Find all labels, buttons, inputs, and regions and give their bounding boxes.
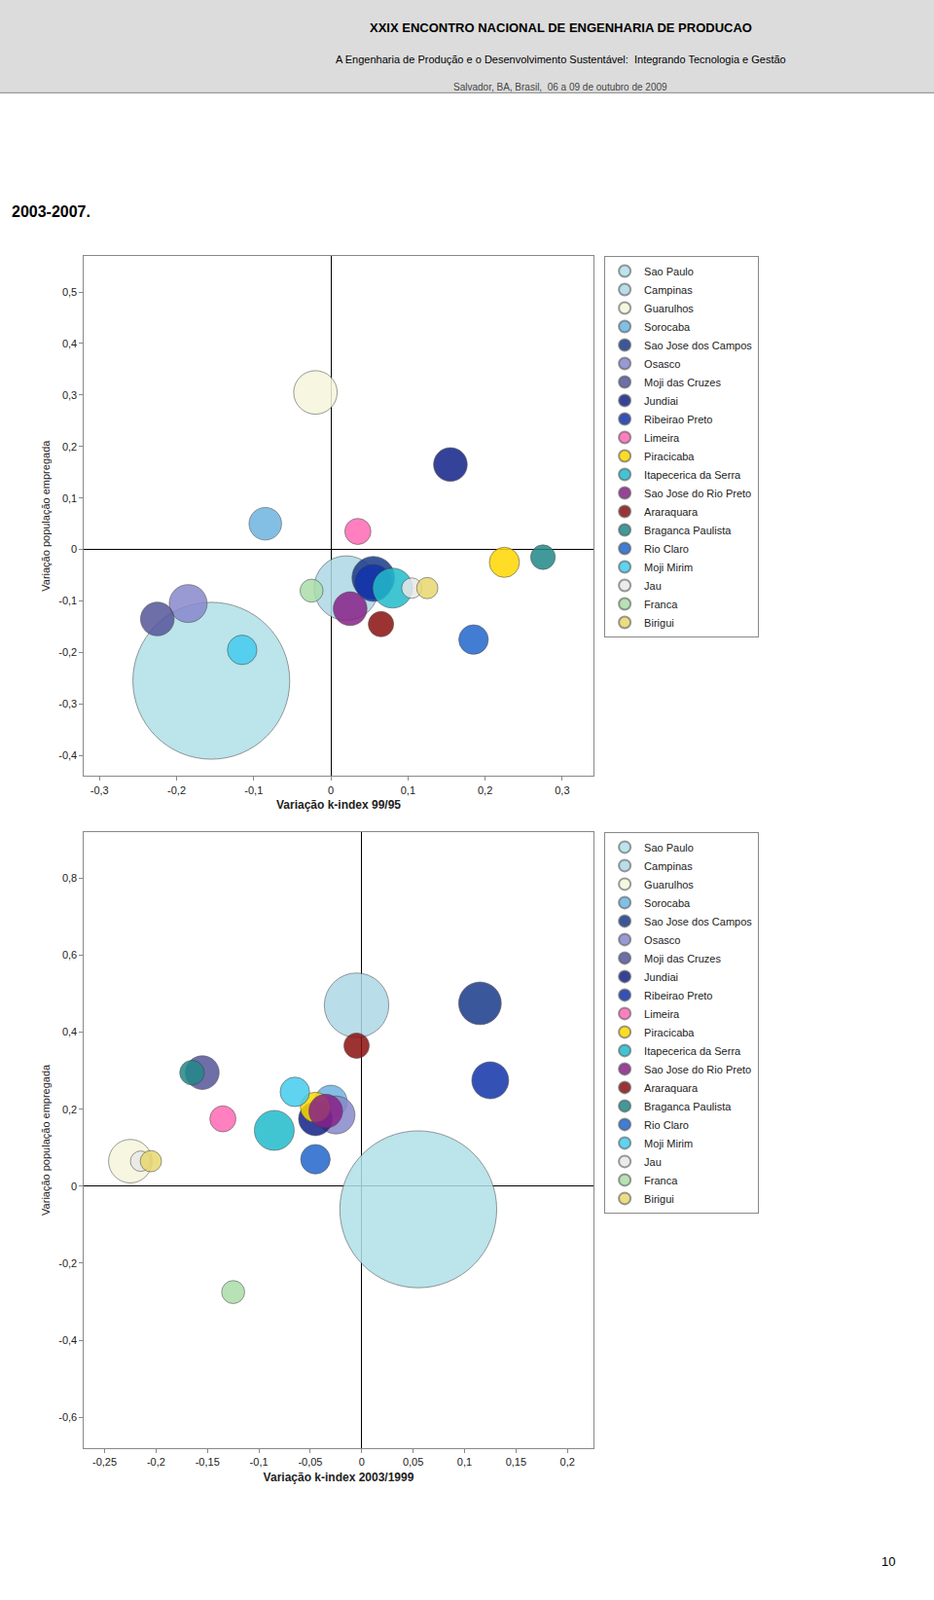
svg-text:0,4: 0,4 — [62, 337, 77, 350]
svg-text:-0,2: -0,2 — [58, 1257, 77, 1269]
svg-text:Birigui: Birigui — [644, 1192, 675, 1205]
svg-text:-0,2: -0,2 — [167, 784, 186, 796]
svg-text:0,1: 0,1 — [62, 492, 77, 504]
svg-text:Franca: Franca — [644, 1174, 679, 1186]
svg-text:Variação população empregada: Variação população empregada — [39, 1063, 52, 1216]
svg-text:0,5: 0,5 — [62, 286, 77, 298]
svg-text:-0,05: -0,05 — [297, 1455, 323, 1468]
svg-text:0,4: 0,4 — [62, 1025, 77, 1038]
svg-text:Ribeirao Preto: Ribeirao Preto — [644, 989, 713, 1002]
svg-text:0,3: 0,3 — [62, 389, 77, 401]
svg-text:Jundiai: Jundiai — [644, 395, 679, 407]
svg-text:Franca: Franca — [644, 598, 679, 611]
svg-text:0,8: 0,8 — [62, 871, 77, 884]
svg-text:Sao Jose do Rio Preto: Sao Jose do Rio Preto — [644, 487, 752, 500]
svg-text:Salvador, BA, Brasil, 06 a 09: Salvador, BA, Brasil, 06 a 09 de outubro… — [453, 81, 668, 93]
svg-text:-0,1: -0,1 — [250, 1455, 269, 1468]
svg-text:Sao Paulo: Sao Paulo — [644, 841, 694, 854]
svg-text:Araraquara: Araraquara — [644, 1081, 699, 1094]
svg-text:Sorocaba: Sorocaba — [644, 321, 691, 333]
svg-text:Sao Jose do Rio Preto: Sao Jose do Rio Preto — [644, 1063, 752, 1076]
svg-text:0: 0 — [71, 1180, 77, 1192]
svg-text:0,2: 0,2 — [477, 784, 493, 796]
svg-text:10: 10 — [881, 1553, 896, 1569]
svg-text:Sao Jose dos Campos: Sao Jose dos Campos — [644, 339, 753, 352]
svg-text:Jau: Jau — [644, 1155, 662, 1168]
svg-text:Moji das Cruzes: Moji das Cruzes — [644, 376, 721, 389]
svg-text:Piracicaba: Piracicaba — [644, 1026, 695, 1039]
svg-text:-0,4: -0,4 — [58, 749, 77, 761]
svg-text:Sorocaba: Sorocaba — [644, 897, 691, 909]
svg-text:-0,15: -0,15 — [195, 1455, 220, 1468]
svg-text:0,2: 0,2 — [560, 1455, 575, 1468]
svg-text:Araraquara: Araraquara — [644, 505, 699, 518]
svg-text:Guarulhos: Guarulhos — [644, 302, 694, 315]
svg-text:Itapecerica da Serra: Itapecerica da Serra — [644, 1044, 742, 1057]
svg-text:Campinas: Campinas — [644, 284, 693, 296]
svg-text:Moji das Cruzes: Moji das Cruzes — [644, 952, 721, 965]
svg-text:-0,3: -0,3 — [90, 784, 109, 796]
svg-text:Limeira: Limeira — [644, 431, 681, 444]
svg-text:0: 0 — [359, 1455, 365, 1468]
svg-text:0,1: 0,1 — [457, 1455, 472, 1468]
svg-text:0,15: 0,15 — [505, 1455, 527, 1468]
svg-text:Braganca Paulista: Braganca Paulista — [644, 1100, 732, 1113]
svg-text:Braganca Paulista: Braganca Paulista — [644, 524, 732, 537]
svg-text:Itapecerica da Serra: Itapecerica da Serra — [644, 468, 742, 481]
svg-text:Rio Claro: Rio Claro — [644, 542, 689, 555]
svg-text:-0,25: -0,25 — [92, 1455, 117, 1468]
svg-text:0,2: 0,2 — [62, 1103, 77, 1115]
svg-text:-0,1: -0,1 — [244, 784, 263, 796]
svg-text:Guarulhos: Guarulhos — [644, 878, 694, 891]
svg-text:0,3: 0,3 — [554, 784, 570, 796]
svg-text:Campinas: Campinas — [644, 860, 693, 872]
svg-text:2003-2007.: 2003-2007. — [11, 203, 91, 220]
svg-text:Birigui: Birigui — [644, 616, 675, 629]
svg-text:-0,4: -0,4 — [58, 1333, 77, 1346]
svg-text:Sao Jose dos Campos: Sao Jose dos Campos — [644, 915, 753, 928]
svg-text:0,05: 0,05 — [402, 1455, 424, 1468]
svg-text:Moji Mirim: Moji Mirim — [644, 1137, 693, 1150]
svg-text:0,6: 0,6 — [62, 948, 77, 961]
svg-text:Variação k-index 2003/1999: Variação k-index 2003/1999 — [263, 1470, 415, 1484]
svg-text:Osasco: Osasco — [644, 358, 681, 370]
svg-text:XXIX ENCONTRO NACIONAL DE ENGE: XXIX ENCONTRO NACIONAL DE ENGENHARIA DE … — [369, 20, 753, 36]
svg-text:Moji Mirim: Moji Mirim — [644, 561, 693, 574]
svg-text:-0,2: -0,2 — [146, 1455, 166, 1468]
svg-text:Osasco: Osasco — [644, 934, 681, 946]
svg-text:-0,3: -0,3 — [58, 697, 77, 710]
svg-text:-0,2: -0,2 — [58, 646, 77, 658]
svg-text:0: 0 — [327, 784, 334, 796]
svg-text:-0,6: -0,6 — [58, 1410, 77, 1423]
svg-text:Rio Claro: Rio Claro — [644, 1118, 689, 1131]
svg-text:Jundiai: Jundiai — [644, 970, 679, 983]
svg-text:0,1: 0,1 — [400, 784, 416, 796]
svg-text:Limeira: Limeira — [644, 1007, 681, 1020]
svg-text:-0,1: -0,1 — [58, 594, 77, 607]
svg-text:Ribeirao Preto: Ribeirao Preto — [644, 413, 713, 426]
svg-text:0: 0 — [71, 542, 77, 555]
svg-text:Variação população empregada: Variação população empregada — [39, 439, 52, 592]
svg-text:Sao Paulo: Sao Paulo — [644, 265, 694, 278]
svg-text:Variação k-index 99/95: Variação k-index 99/95 — [276, 797, 401, 812]
svg-text:Jau: Jau — [644, 579, 662, 592]
svg-text:A Engenharia de Produção e o D: A Engenharia de Produção e o Desenvolvim… — [335, 53, 787, 66]
svg-text:Piracicaba: Piracicaba — [644, 450, 695, 463]
svg-text:0,2: 0,2 — [62, 440, 77, 453]
